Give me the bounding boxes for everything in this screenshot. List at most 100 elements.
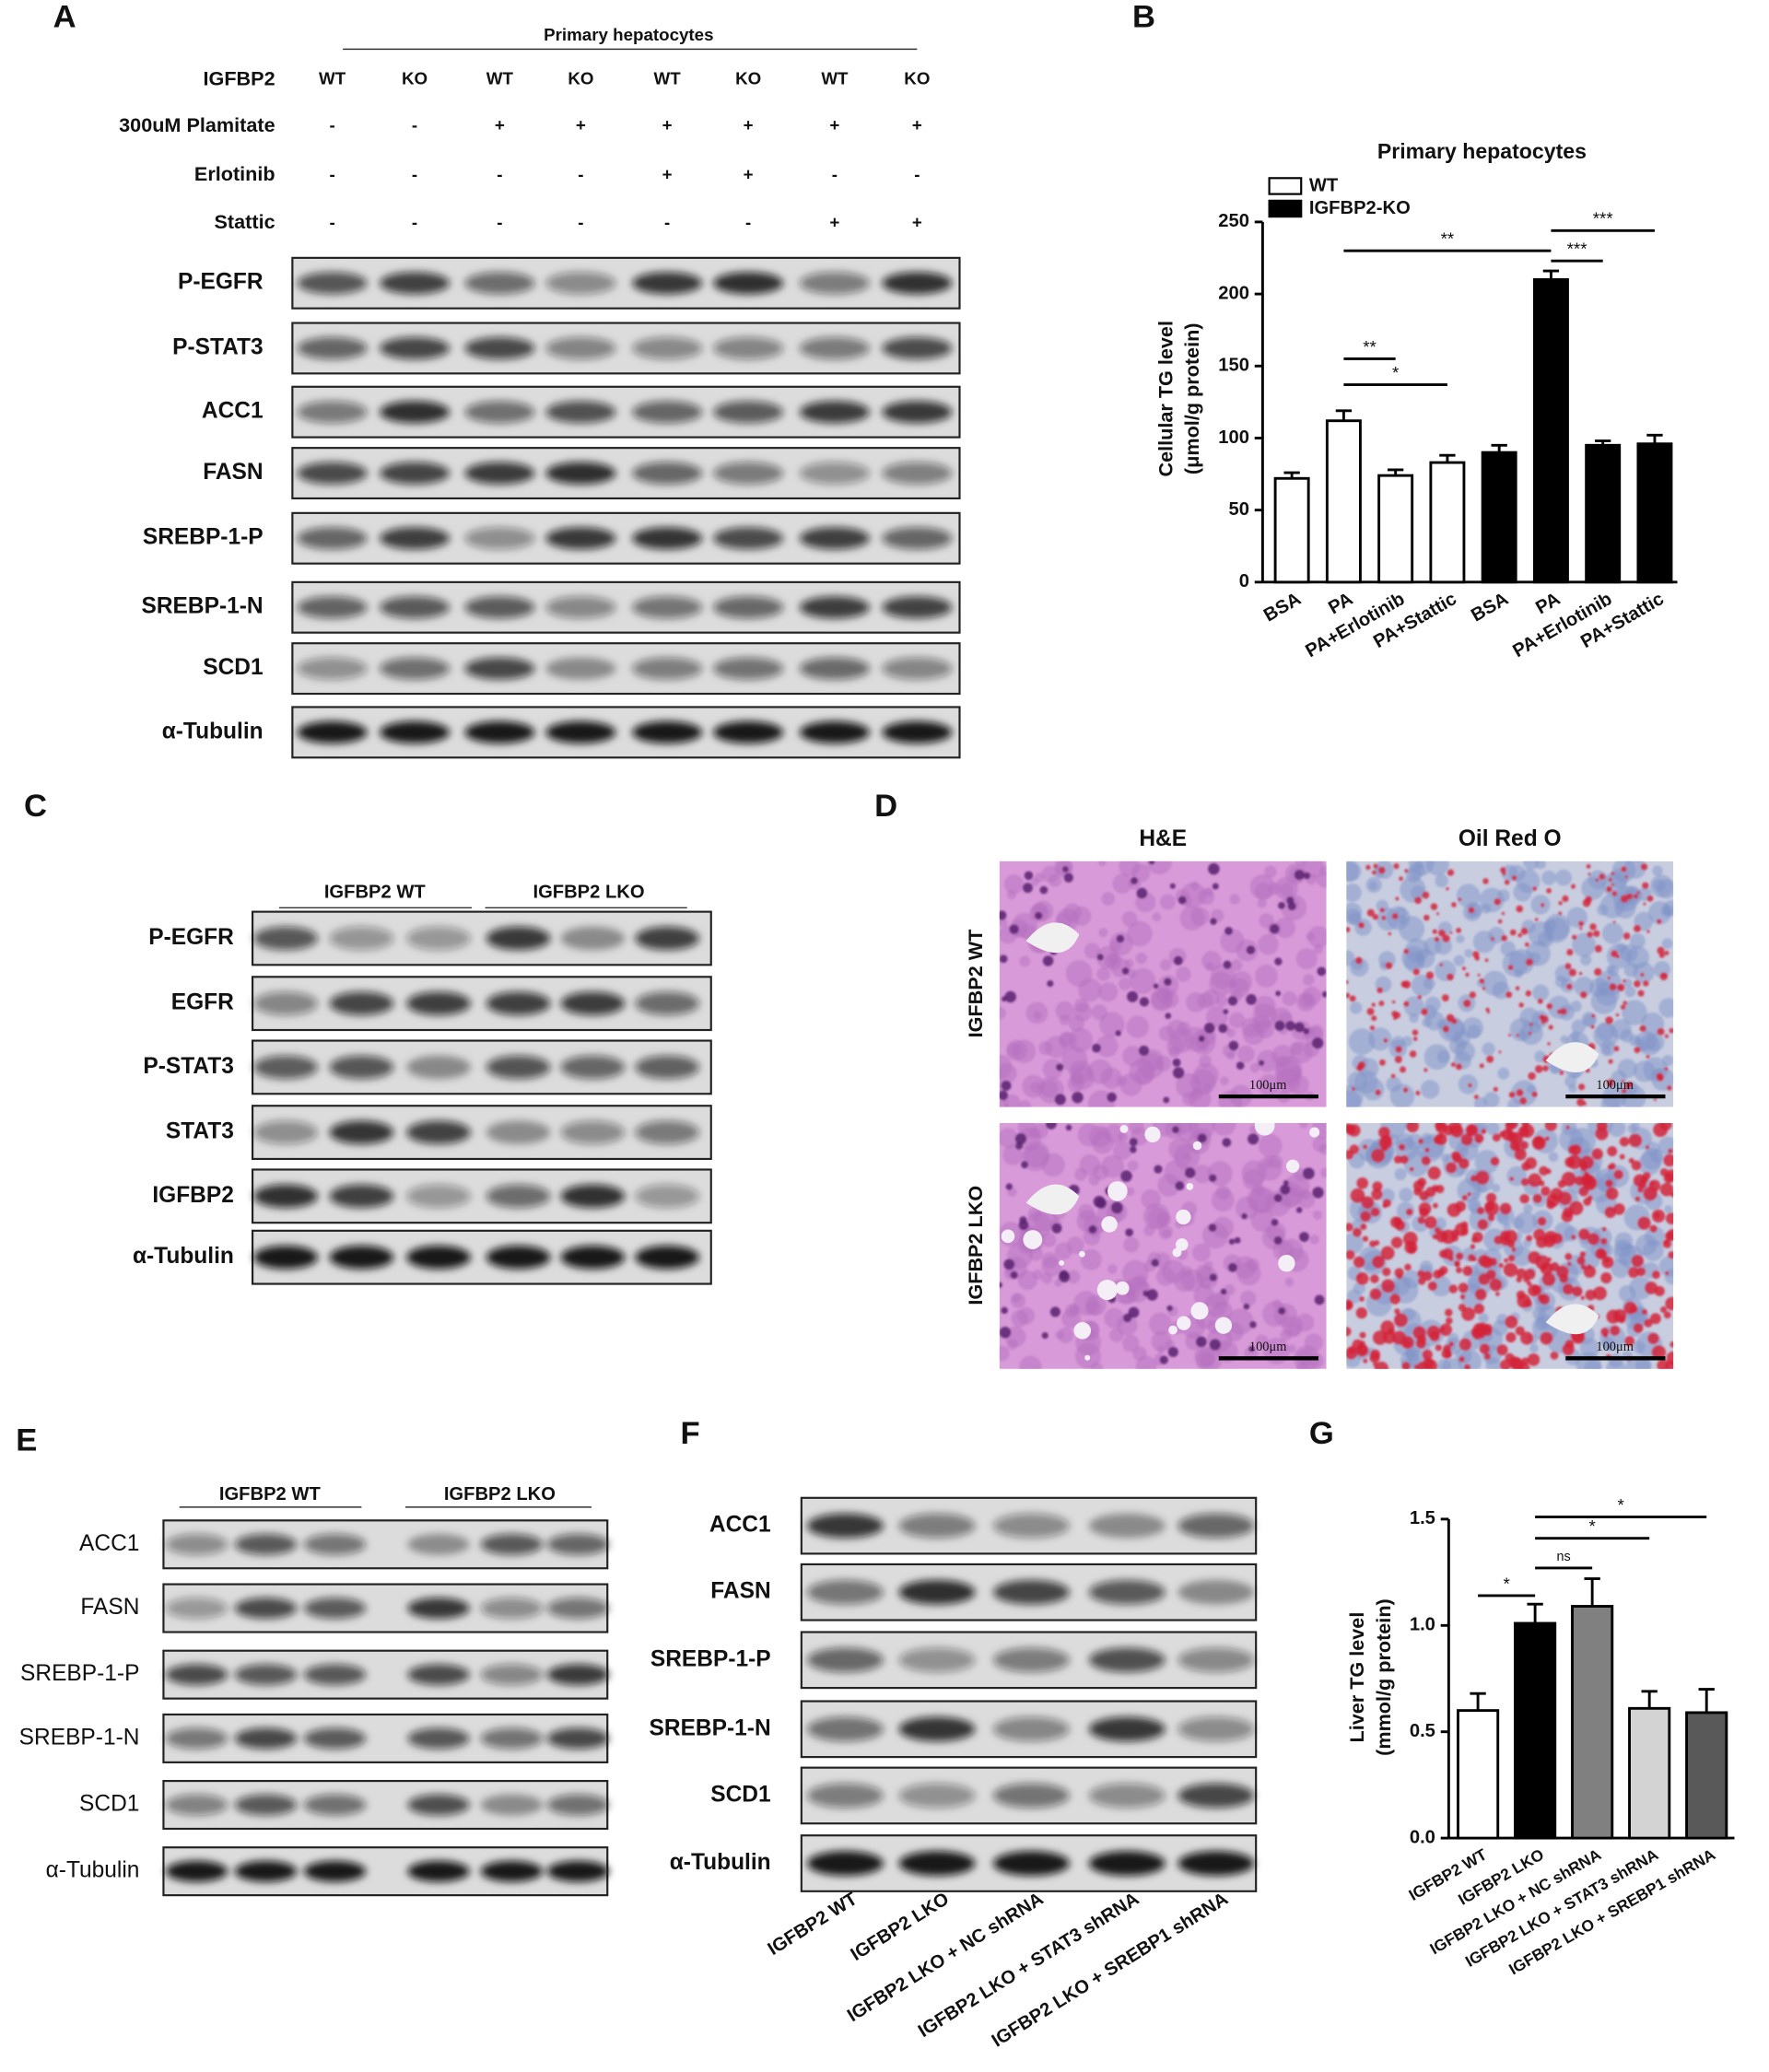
cell — [1423, 1044, 1450, 1071]
cell — [1362, 1078, 1385, 1101]
condition-value: + — [662, 115, 673, 135]
lipid — [1503, 1262, 1518, 1278]
lipid — [1438, 1249, 1448, 1258]
scale-bar-label: 100μm — [1596, 1078, 1634, 1093]
cell — [1097, 860, 1107, 867]
band — [546, 1598, 610, 1619]
cell — [1146, 860, 1172, 875]
band — [297, 657, 368, 680]
band — [480, 1860, 544, 1882]
cell — [1158, 1025, 1175, 1041]
lipid — [1454, 1262, 1460, 1268]
lipid — [1371, 1148, 1386, 1163]
lipid — [1446, 886, 1449, 891]
cell — [1435, 873, 1448, 888]
band — [713, 272, 784, 295]
band — [545, 272, 616, 295]
vacuole — [1254, 1122, 1275, 1136]
band — [486, 1245, 551, 1270]
nucleus — [1056, 1063, 1064, 1071]
blot-bands — [297, 527, 953, 550]
lipid — [1631, 1160, 1642, 1171]
lipid — [1467, 1254, 1475, 1262]
cell — [1025, 1001, 1049, 1024]
panel-letter: G — [1309, 1416, 1334, 1451]
blot-frame — [251, 910, 712, 966]
band — [713, 462, 784, 485]
significance-label: *** — [1567, 240, 1587, 259]
lipid — [1435, 912, 1440, 916]
cell — [1309, 1024, 1324, 1038]
condition-value: - — [664, 212, 670, 231]
lipid — [1558, 901, 1563, 906]
lipid — [1447, 869, 1455, 876]
cell — [1133, 1275, 1147, 1288]
significance-label: * — [1392, 363, 1399, 382]
bar — [1532, 278, 1569, 584]
lipid — [1470, 1244, 1476, 1249]
lipid — [1587, 1264, 1592, 1270]
cell — [1479, 887, 1505, 913]
lipid — [1656, 1072, 1664, 1081]
cell — [1173, 1143, 1201, 1170]
lipid — [1527, 1353, 1541, 1366]
protein-label: SREBP-1-N — [19, 1725, 140, 1750]
cell — [1087, 1059, 1113, 1084]
cell — [1611, 1019, 1632, 1040]
lipid — [1639, 1024, 1646, 1033]
lipid — [1441, 994, 1449, 1002]
protein-label: SCD1 — [79, 1792, 139, 1817]
lipid — [1356, 1176, 1369, 1189]
cell — [1121, 911, 1138, 927]
lipid — [1529, 1023, 1533, 1026]
lipid — [1669, 1027, 1674, 1034]
lipid — [1662, 1239, 1672, 1248]
lipid — [1532, 886, 1537, 891]
cell — [1295, 948, 1318, 970]
cell — [1240, 1290, 1257, 1307]
nucleus — [1116, 934, 1125, 943]
lipid — [1528, 1251, 1541, 1264]
cell — [1190, 1029, 1216, 1055]
condition-value: - — [330, 164, 335, 183]
nucleus — [1127, 990, 1139, 1002]
lipid — [1404, 869, 1409, 873]
cell — [1474, 1150, 1499, 1175]
lipid — [1473, 1095, 1479, 1100]
lipid — [1505, 1315, 1518, 1329]
cell — [1119, 977, 1131, 990]
vacuole — [1285, 1159, 1300, 1173]
lipid — [1626, 1081, 1634, 1088]
lipid — [1392, 1000, 1396, 1004]
lipid — [1619, 1153, 1625, 1160]
nucleus — [1018, 1220, 1029, 1231]
band — [480, 1794, 544, 1816]
lipid — [1407, 1245, 1417, 1254]
blot-bands — [165, 1533, 610, 1555]
band — [480, 1664, 544, 1686]
lipid — [1514, 1148, 1527, 1161]
cell — [1096, 967, 1110, 981]
band — [546, 1860, 610, 1882]
cell — [1482, 1042, 1495, 1056]
y-tick-label: 50 — [1229, 499, 1249, 520]
bar — [1636, 442, 1673, 584]
band — [807, 1783, 884, 1809]
cell — [1350, 1001, 1363, 1014]
cell — [1247, 1187, 1273, 1213]
bar — [1571, 1605, 1614, 1840]
condition-value: - — [914, 164, 920, 183]
band — [545, 527, 616, 550]
band — [713, 336, 784, 360]
nucleus — [1024, 871, 1034, 881]
y-tick-label: 200 — [1218, 283, 1249, 303]
protein-label: SREBP-1-P — [143, 525, 264, 550]
cell — [1215, 994, 1228, 1007]
lipid — [1370, 1274, 1379, 1283]
condition-value: KO — [568, 69, 593, 88]
legend-label: WT — [1309, 175, 1339, 195]
y-axis-label: Liver TG level — [1345, 1612, 1368, 1743]
cell — [1182, 1092, 1196, 1106]
band — [1088, 1716, 1166, 1742]
blot-bands — [165, 1727, 610, 1750]
